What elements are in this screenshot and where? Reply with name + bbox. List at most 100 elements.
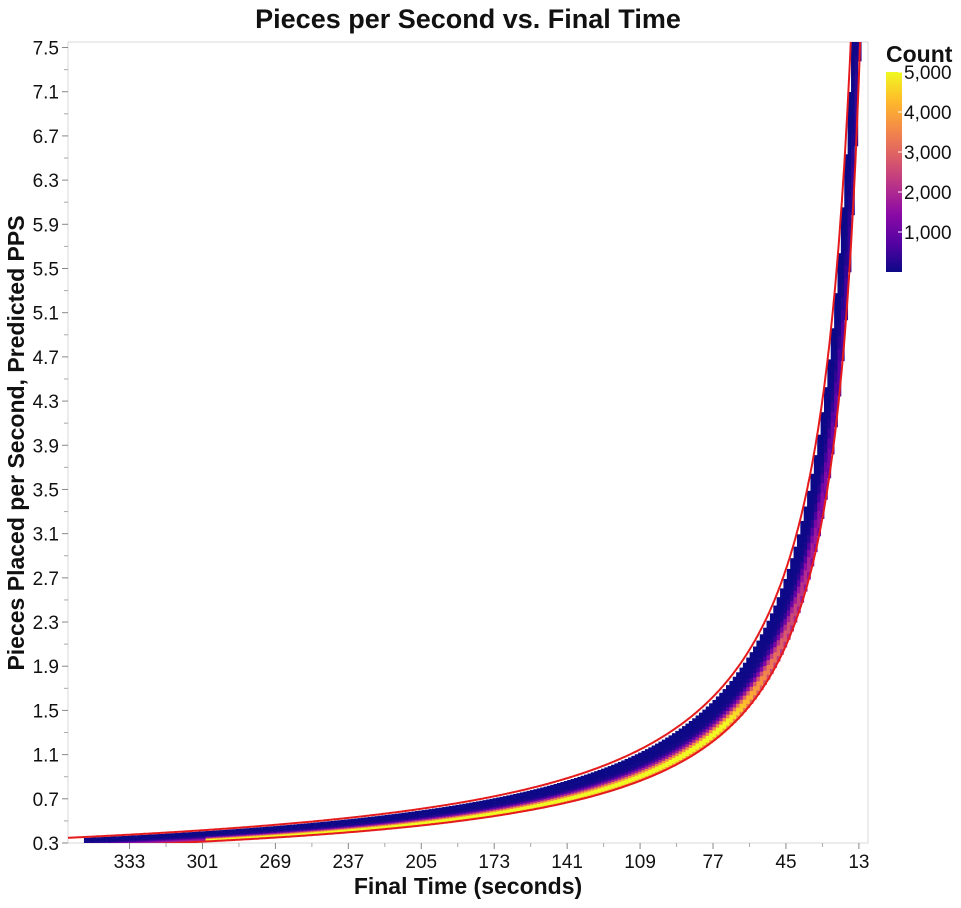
heatmap-cell bbox=[499, 808, 504, 811]
heatmap-cell bbox=[796, 593, 801, 600]
heatmap-cell bbox=[584, 784, 588, 787]
heatmap-cell bbox=[584, 790, 588, 793]
heatmap-cell bbox=[388, 825, 392, 827]
heatmap-cell bbox=[158, 841, 163, 843]
heatmap-cell bbox=[600, 774, 605, 778]
heatmap-cell bbox=[847, 91, 852, 108]
heatmap-cell bbox=[695, 715, 700, 719]
heatmap-cell bbox=[198, 832, 203, 834]
heatmap-cell bbox=[438, 820, 443, 823]
heatmap-cell bbox=[411, 823, 416, 826]
heatmap-cell bbox=[611, 779, 615, 783]
heatmap-cell bbox=[205, 835, 210, 837]
heatmap-cell bbox=[628, 764, 632, 767]
heatmap-cell bbox=[178, 832, 183, 834]
heatmap-cell bbox=[161, 837, 166, 839]
heatmap-cell bbox=[259, 833, 264, 835]
heatmap-cell bbox=[293, 824, 298, 826]
heatmap-cell bbox=[100, 839, 105, 841]
heatmap-cell bbox=[658, 744, 663, 748]
heatmap-cell bbox=[489, 812, 494, 814]
heatmap-cell bbox=[175, 841, 179, 843]
heatmap-cell bbox=[442, 817, 446, 820]
heatmap-cell bbox=[87, 840, 92, 842]
heatmap-cell bbox=[188, 832, 193, 835]
heatmap-cell bbox=[628, 759, 632, 763]
heatmap-cell bbox=[425, 813, 430, 815]
heatmap-cell bbox=[844, 154, 849, 169]
heatmap-cell bbox=[354, 827, 359, 829]
heatmap-cell bbox=[135, 844, 139, 845]
heatmap-cell bbox=[837, 348, 842, 361]
heatmap-cell bbox=[769, 618, 774, 624]
heatmap-cell bbox=[597, 786, 602, 789]
heatmap-cell bbox=[685, 752, 690, 756]
heatmap-cell bbox=[533, 800, 538, 803]
heatmap-cell bbox=[236, 837, 240, 840]
heatmap-cell bbox=[678, 756, 683, 760]
heatmap-cell bbox=[685, 726, 690, 730]
heatmap-cell bbox=[668, 738, 673, 742]
heatmap-cell bbox=[790, 576, 794, 583]
heatmap-cell bbox=[310, 827, 315, 830]
heatmap-cell bbox=[793, 578, 798, 585]
heatmap-cell bbox=[671, 741, 676, 745]
heatmap-cell bbox=[756, 649, 761, 655]
heatmap-cell bbox=[769, 638, 774, 644]
heatmap-cell bbox=[655, 761, 659, 765]
heatmap-cell bbox=[421, 822, 426, 825]
heatmap-cell bbox=[550, 800, 555, 803]
heatmap-cell bbox=[121, 839, 125, 841]
heatmap-cell bbox=[158, 839, 163, 841]
heatmap-cell bbox=[263, 827, 267, 830]
heatmap-cell bbox=[661, 744, 666, 748]
y-tick-label: 5.9 bbox=[33, 215, 59, 236]
heatmap-cell bbox=[161, 833, 166, 835]
heatmap-cell bbox=[310, 824, 315, 827]
heatmap-cell bbox=[597, 780, 602, 783]
heatmap-cell bbox=[236, 836, 240, 838]
heatmap-cell bbox=[793, 597, 798, 604]
heatmap-cell bbox=[526, 800, 531, 803]
heatmap-cell bbox=[695, 730, 700, 735]
heatmap-cell bbox=[121, 841, 125, 843]
heatmap-cell bbox=[553, 796, 558, 799]
heatmap-cell bbox=[296, 831, 301, 833]
heatmap-cell bbox=[678, 737, 683, 741]
heatmap-cell bbox=[725, 696, 730, 701]
heatmap-cell bbox=[117, 839, 122, 841]
heatmap-cell bbox=[688, 720, 693, 725]
heatmap-cell bbox=[546, 787, 551, 790]
heatmap-cell bbox=[181, 835, 186, 837]
heatmap-cell bbox=[276, 834, 281, 836]
heatmap-cell bbox=[628, 766, 632, 770]
heatmap-cell bbox=[310, 823, 315, 826]
heatmap-cell bbox=[236, 833, 240, 835]
heatmap-cell bbox=[313, 826, 318, 828]
heatmap-cell bbox=[665, 758, 669, 762]
heatmap-cell bbox=[195, 835, 200, 838]
heatmap-cell bbox=[746, 674, 751, 679]
heatmap-cell bbox=[834, 360, 838, 372]
heatmap-cell bbox=[131, 838, 136, 840]
heatmap-cell bbox=[813, 479, 818, 488]
heatmap-cell bbox=[607, 766, 612, 769]
heatmap-cell bbox=[590, 772, 595, 775]
heatmap-cell bbox=[161, 838, 166, 840]
heatmap-cell bbox=[671, 733, 676, 737]
heatmap-cell bbox=[685, 735, 690, 739]
heatmap-cell bbox=[242, 831, 247, 833]
heatmap-cell bbox=[141, 838, 146, 840]
heatmap-cell bbox=[847, 226, 852, 243]
heatmap-cell bbox=[350, 823, 355, 825]
colorbar-tick-label: 5,000 bbox=[904, 63, 952, 84]
heatmap-cell bbox=[489, 807, 494, 810]
heatmap-cell bbox=[256, 829, 261, 831]
heatmap-cell bbox=[712, 723, 717, 728]
heatmap-cell bbox=[432, 818, 436, 821]
heatmap-cell bbox=[415, 823, 419, 826]
y-tick-label: 1.5 bbox=[33, 701, 59, 722]
heatmap-cell bbox=[286, 831, 291, 834]
heatmap-cell bbox=[91, 846, 95, 847]
heatmap-cell bbox=[165, 840, 169, 842]
